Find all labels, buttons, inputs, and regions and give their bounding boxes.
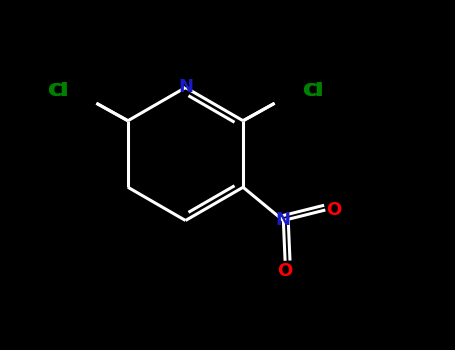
Text: O: O	[327, 201, 342, 219]
Text: Cl: Cl	[304, 82, 324, 100]
Text: N: N	[276, 211, 291, 230]
Text: Cl: Cl	[49, 82, 68, 100]
Text: Cl: Cl	[47, 82, 67, 100]
Text: O: O	[278, 261, 293, 280]
Text: Cl: Cl	[303, 82, 322, 100]
Text: N: N	[178, 78, 193, 97]
